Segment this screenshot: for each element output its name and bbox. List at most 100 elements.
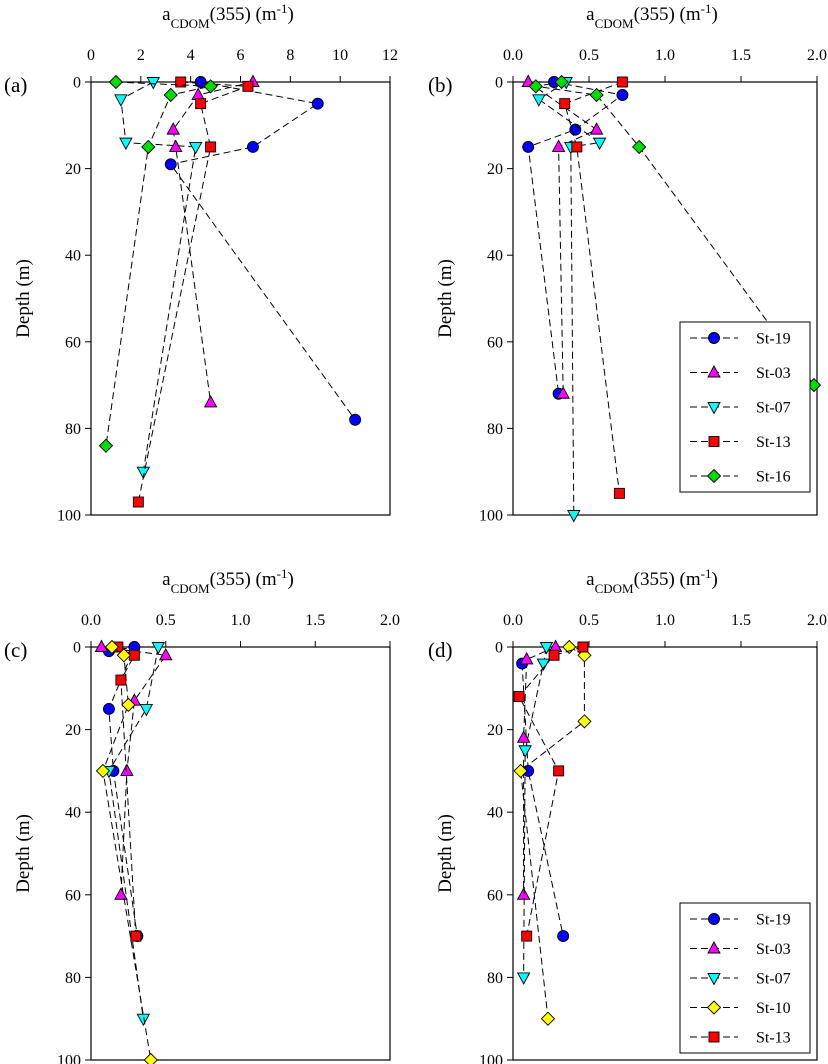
series-st-07 (516, 642, 554, 985)
x-axis-title-part: a (586, 4, 595, 25)
data-point (349, 413, 362, 426)
legend-label: St-16 (756, 469, 791, 486)
data-point (95, 763, 111, 779)
data-point (528, 79, 543, 94)
x-tick-label: 6 (237, 47, 245, 64)
y-tick-label: 20 (65, 722, 81, 739)
data-point (589, 122, 604, 135)
x-axis-title-part: a (162, 569, 171, 590)
series-line (537, 81, 601, 516)
data-point (516, 887, 531, 900)
series-st-07 (114, 77, 203, 480)
data-point (532, 94, 546, 107)
series-st-16 (98, 74, 218, 453)
legend-marker (706, 468, 722, 484)
data-point (589, 87, 604, 103)
data-point (164, 158, 177, 171)
x-axis-title-part: (355) (m (210, 569, 277, 590)
x-axis-title-part: CDOM (595, 581, 634, 596)
data-point (554, 74, 569, 90)
data-point (98, 438, 114, 453)
x-tick-label: 12 (382, 47, 398, 64)
y-tick-label: 100 (479, 1053, 503, 1064)
x-axis-title-part: CDOM (171, 16, 210, 31)
x-axis-title: aCDOM(355) (m-1) (586, 566, 718, 596)
data-point (120, 763, 134, 776)
x-axis-title-part: CDOM (595, 16, 634, 31)
x-tick-label: 1.0 (655, 47, 675, 64)
x-tick-label: 0.0 (81, 612, 101, 629)
data-point (115, 674, 127, 686)
legend: St-19 St-03 St-07 St-13 St-16 (679, 321, 811, 493)
x-axis-title-part: ) (711, 569, 717, 590)
series-st-07 (532, 77, 607, 523)
legend-marker (707, 941, 721, 954)
series-line (520, 646, 585, 1019)
data-point (518, 745, 532, 758)
panel-label: (a) (4, 73, 27, 97)
data-point (521, 74, 535, 87)
legend-marker (708, 436, 720, 447)
panel-b: 0.0 0.5 1.0 1.5 2.0 0 20 40 60 80 100 aCDOM(355) (m… (428, 1, 827, 525)
series-line (101, 646, 167, 895)
y-tick-label: 40 (65, 248, 81, 265)
y-tick-label: 100 (479, 508, 503, 525)
legend-label: St-03 (756, 365, 791, 382)
series-st-13 (132, 76, 254, 508)
data-point (158, 647, 173, 661)
data-point (540, 1011, 556, 1026)
data-point (141, 139, 156, 155)
data-point (567, 510, 581, 523)
data-point (116, 648, 132, 663)
x-tick-label: 0.0 (503, 47, 523, 64)
y-tick-label: 0 (495, 640, 503, 657)
data-point (114, 94, 128, 107)
legend-label: St-10 (756, 1000, 791, 1017)
series-st-19 (164, 76, 362, 426)
series-line (120, 81, 197, 472)
legend-label: St-07 (756, 971, 791, 988)
series-st-03 (94, 639, 173, 900)
x-axis-title-part: -1 (277, 1, 288, 16)
x-tick-label: 10 (332, 47, 348, 64)
x-axis-title-part: -1 (701, 1, 712, 16)
data-point (311, 97, 324, 110)
y-axis-title: Depth (m) (13, 814, 34, 893)
data-point (551, 139, 566, 152)
data-point (203, 394, 218, 408)
data-point (559, 98, 571, 110)
data-point (203, 79, 218, 94)
data-point (539, 642, 554, 655)
x-tick-label: 4 (187, 47, 195, 64)
data-point (522, 140, 535, 153)
panel-label: (c) (4, 638, 27, 662)
data-point (571, 141, 583, 153)
x-tick-label: 8 (286, 47, 294, 64)
x-tick-label: 2.0 (807, 47, 827, 64)
y-tick-label: 80 (65, 421, 81, 438)
legend-label: St-19 (756, 912, 791, 929)
legend-marker (708, 913, 720, 925)
data-point (613, 487, 625, 499)
y-tick-label: 20 (65, 161, 81, 178)
legend-marker (706, 1000, 722, 1015)
data-point (516, 730, 531, 743)
panel-c: 0.0 0.5 1.0 1.5 2.0 0 20 40 60 80 100 aCDOM(355) (m… (4, 566, 400, 1064)
data-point (513, 763, 528, 779)
x-tick-label: 1.5 (305, 612, 325, 629)
data-point (195, 98, 207, 110)
y-tick-label: 100 (57, 1053, 81, 1064)
data-point (242, 80, 254, 92)
x-tick-label: 2.0 (807, 612, 827, 629)
data-point (519, 651, 534, 665)
x-axis-title-part: CDOM (171, 581, 210, 596)
y-tick-label: 80 (487, 421, 503, 438)
series-line (518, 646, 584, 937)
series-line (172, 81, 254, 403)
data-point (516, 972, 531, 985)
y-tick-label: 0 (73, 640, 81, 657)
data-point (548, 649, 560, 661)
series-st-10 (95, 639, 158, 1064)
x-axis-title: aCDOM(355) (m-1) (162, 566, 294, 596)
data-point (136, 1013, 151, 1027)
